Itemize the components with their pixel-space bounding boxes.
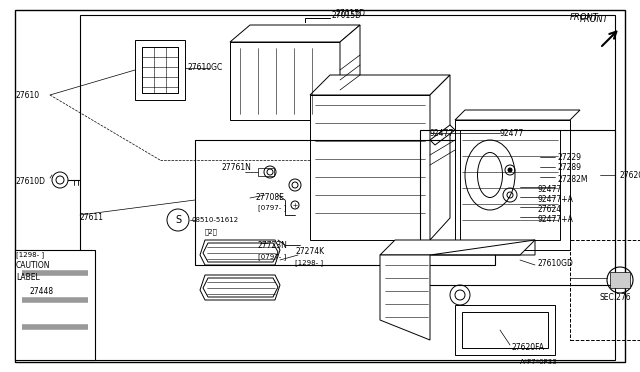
Text: 92477+A: 92477+A xyxy=(538,196,574,205)
Polygon shape xyxy=(200,275,280,300)
Polygon shape xyxy=(430,125,455,145)
Text: [1298- ]: [1298- ] xyxy=(16,251,44,259)
Text: 27015D: 27015D xyxy=(335,10,365,19)
Text: 27282M: 27282M xyxy=(558,174,589,183)
Text: LABEL: LABEL xyxy=(16,273,40,282)
Polygon shape xyxy=(455,120,570,250)
Text: CAUTION: CAUTION xyxy=(16,262,51,270)
Text: S: S xyxy=(175,215,181,225)
Text: （2）: （2） xyxy=(205,229,218,235)
Polygon shape xyxy=(455,110,580,120)
Text: 92477: 92477 xyxy=(500,128,524,138)
Text: 27610GD: 27610GD xyxy=(537,259,573,267)
Text: FRONT: FRONT xyxy=(570,13,599,22)
Text: 27708E: 27708E xyxy=(255,193,284,202)
Text: 27448: 27448 xyxy=(30,288,54,296)
Text: 27723N: 27723N xyxy=(258,241,288,250)
Text: FRONT: FRONT xyxy=(580,16,609,25)
Bar xyxy=(610,272,630,288)
Polygon shape xyxy=(230,42,340,120)
Text: 27610D: 27610D xyxy=(16,177,46,186)
Text: 92477: 92477 xyxy=(538,186,563,195)
Polygon shape xyxy=(380,240,535,255)
Text: 27229: 27229 xyxy=(558,153,582,161)
Bar xyxy=(420,130,615,285)
Text: 27620FA: 27620FA xyxy=(512,343,545,353)
Polygon shape xyxy=(230,25,360,42)
Circle shape xyxy=(508,168,512,172)
Text: 27761N: 27761N xyxy=(222,164,252,173)
Text: 27624: 27624 xyxy=(538,205,562,215)
Text: 27620: 27620 xyxy=(620,170,640,180)
Text: [0797- ]: [0797- ] xyxy=(258,254,286,260)
Text: 27015D: 27015D xyxy=(332,12,362,20)
Polygon shape xyxy=(340,25,360,120)
Text: [1298- ]: [1298- ] xyxy=(295,260,323,266)
Text: 27610: 27610 xyxy=(16,90,40,99)
Polygon shape xyxy=(310,75,450,95)
Polygon shape xyxy=(310,95,430,240)
Text: SEC.276: SEC.276 xyxy=(600,294,632,302)
Text: 27274K: 27274K xyxy=(295,247,324,257)
Text: [0797- ]: [0797- ] xyxy=(258,205,286,211)
Polygon shape xyxy=(200,240,280,265)
Text: 27610GC: 27610GC xyxy=(188,64,223,73)
Text: A*P7*0P33: A*P7*0P33 xyxy=(520,359,557,365)
Bar xyxy=(570,240,640,340)
Text: 92477+A: 92477+A xyxy=(538,215,574,224)
Polygon shape xyxy=(380,255,430,340)
Polygon shape xyxy=(430,75,450,240)
Text: 08510-51612: 08510-51612 xyxy=(192,217,239,223)
Text: 27289: 27289 xyxy=(558,164,582,173)
Bar xyxy=(258,168,274,176)
Bar xyxy=(195,140,495,265)
Bar xyxy=(80,15,615,360)
Bar xyxy=(15,250,95,360)
Text: 27611: 27611 xyxy=(80,214,104,222)
Text: 92477: 92477 xyxy=(430,128,454,138)
